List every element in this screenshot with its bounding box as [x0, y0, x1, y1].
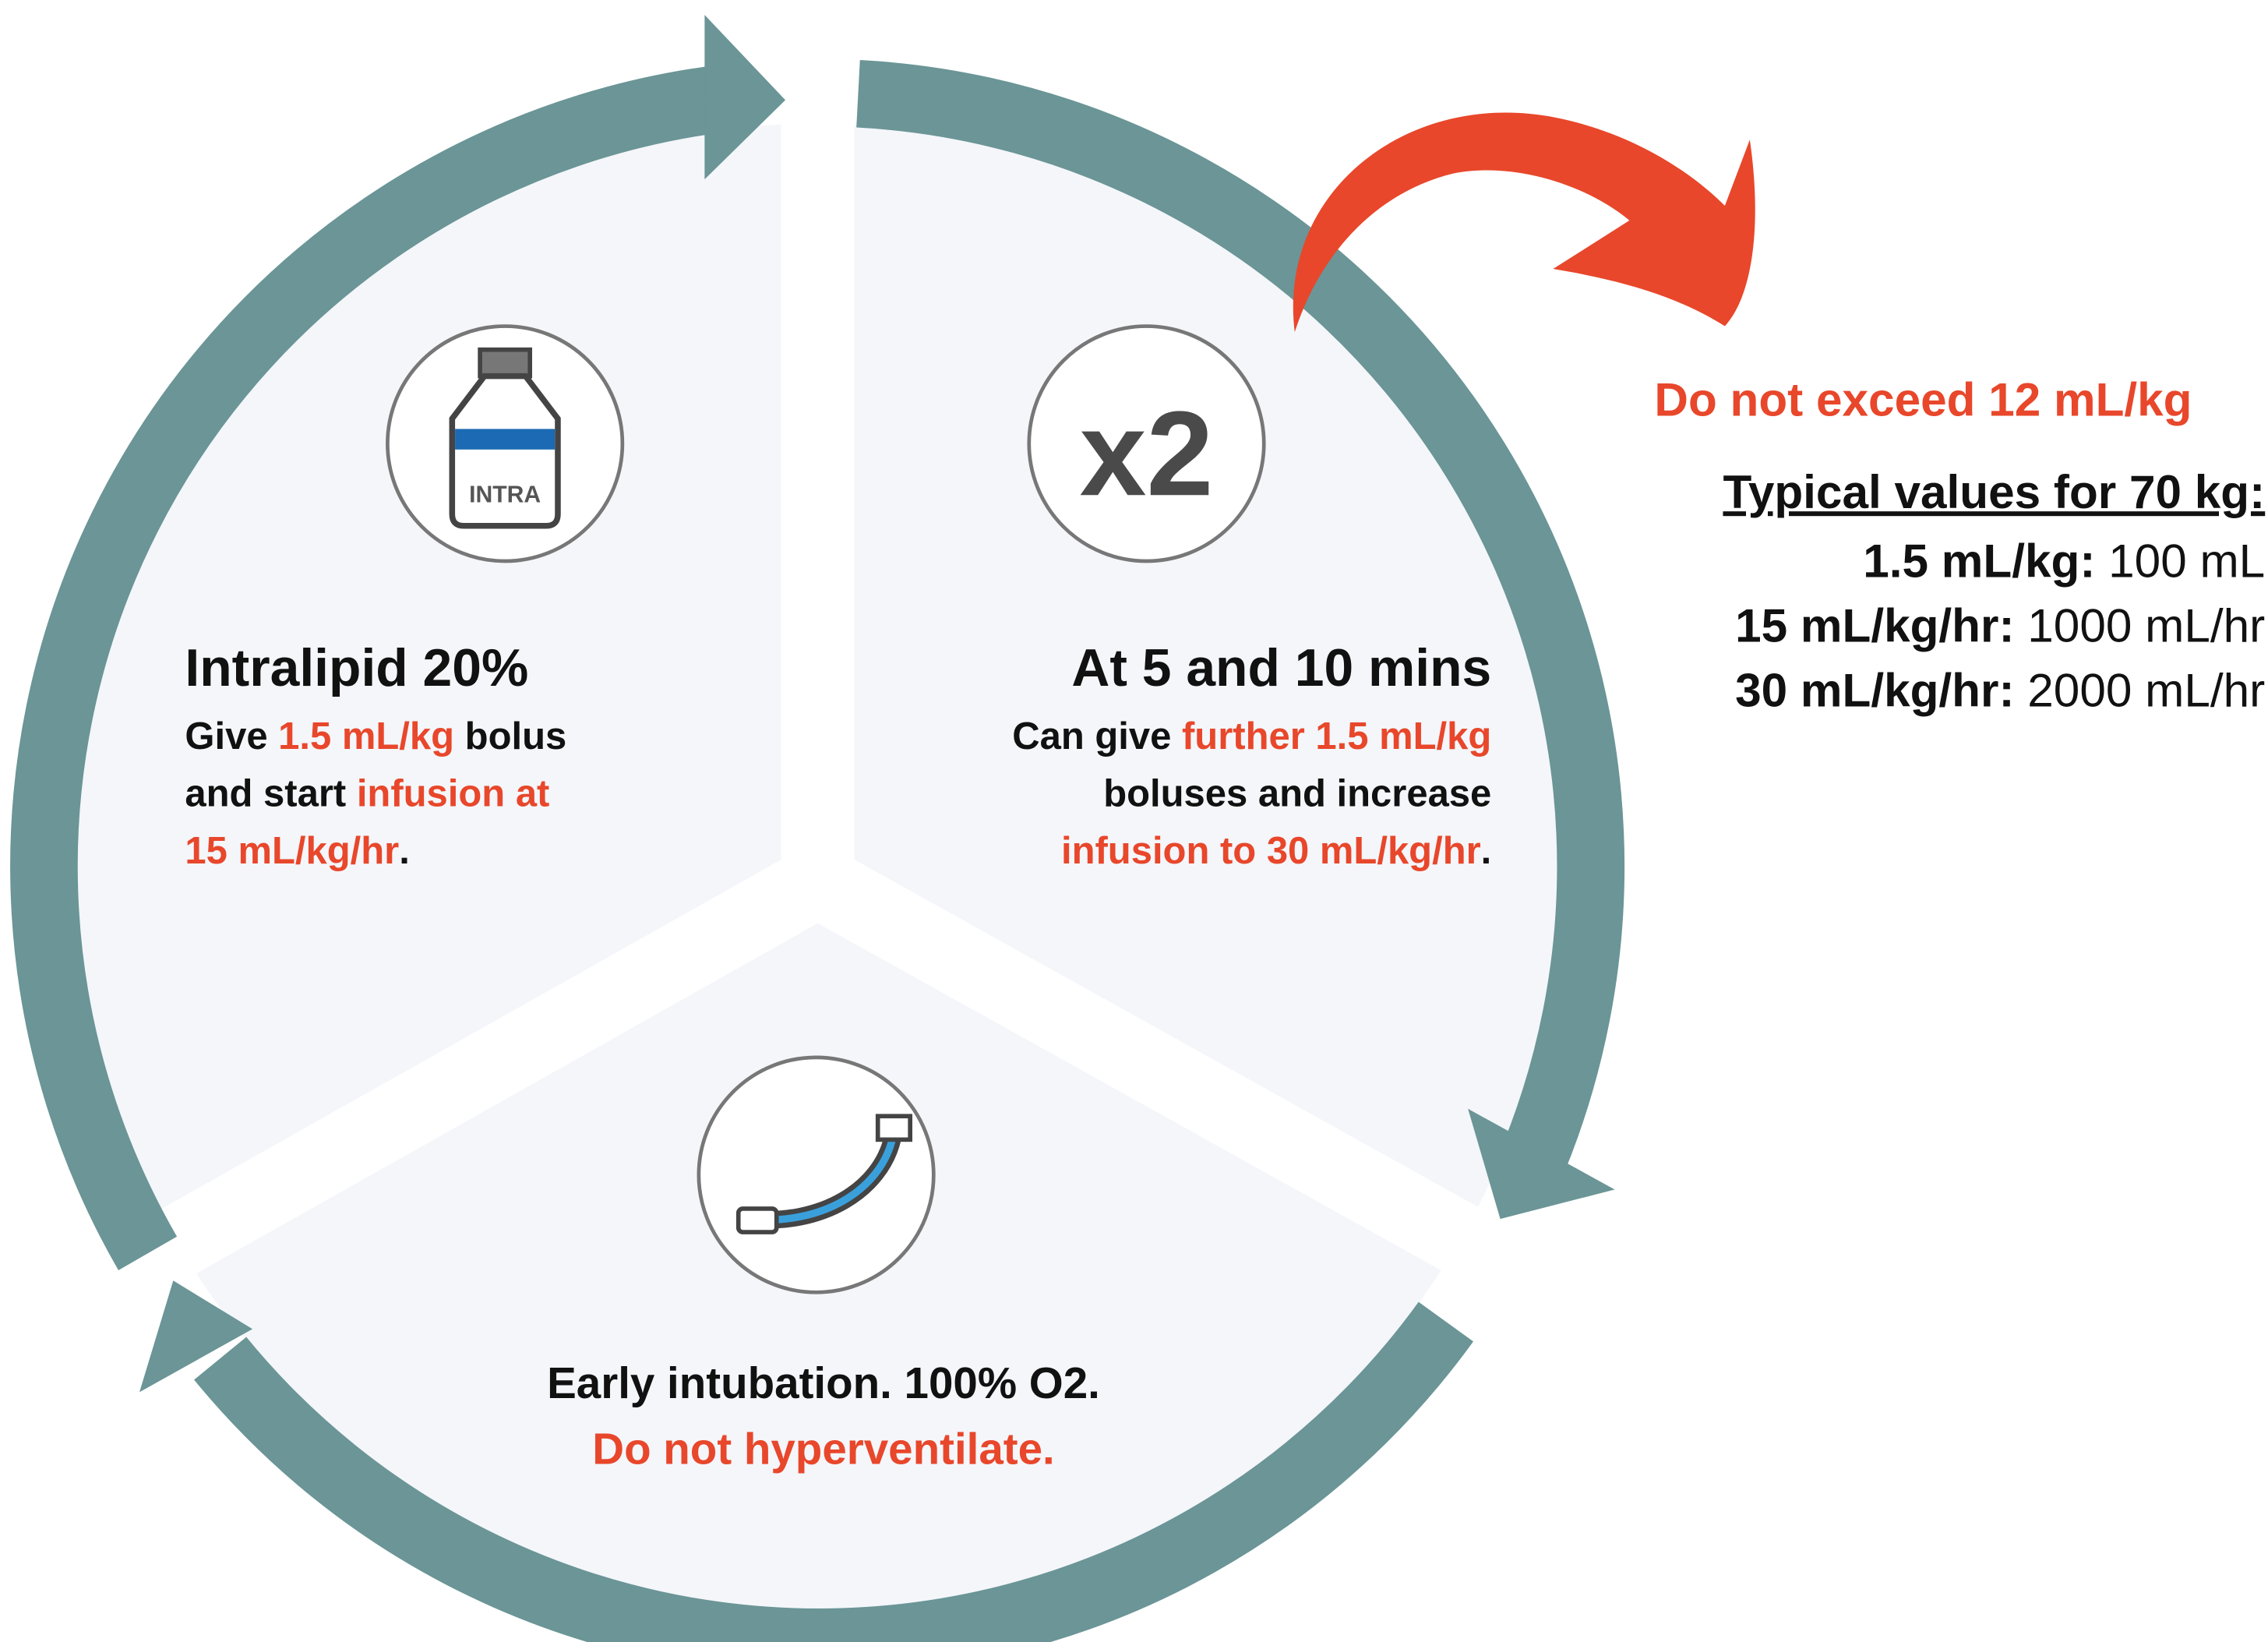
text-part: and start — [185, 773, 356, 815]
bottle-label: INTRA — [469, 482, 541, 508]
text-line: and start infusion at — [185, 773, 549, 815]
text-part: . — [399, 830, 410, 872]
segment-gaps — [69, 29, 1575, 1325]
text-line: boluses and increase — [1103, 773, 1491, 815]
typical-row: 30 mL/kg/hr: 2000 mL/hr — [1735, 664, 2265, 717]
segment-title: At 5 and 10 mins — [1071, 639, 1491, 697]
row-value: 1000 mL/hr — [2027, 599, 2265, 652]
red-arrow — [1293, 112, 1755, 333]
text-part: 1.5 mL/kg — [278, 715, 454, 757]
arrowhead — [1468, 1108, 1615, 1220]
text-part: Do not hyperventilate. — [592, 1425, 1055, 1474]
row-value: 2000 mL/hr — [2027, 664, 2265, 717]
text-part: boluses and increase — [1103, 773, 1491, 815]
text-part: Can give — [1012, 715, 1182, 757]
text-part: Early intubation. 100% O2. — [547, 1358, 1100, 1407]
text-line: infusion to 30 mL/kg/hr. — [1061, 830, 1491, 872]
text-part: further 1.5 mL/kg — [1182, 715, 1491, 757]
repeat-label: x2 — [1080, 386, 1214, 521]
bottle-cap — [478, 347, 533, 379]
arrowhead — [704, 15, 786, 180]
text-line: Early intubation. 100% O2. — [547, 1358, 1100, 1407]
icon-circle — [697, 1055, 936, 1294]
tube-cuff — [735, 1206, 779, 1234]
segment-title: Intralipid 20% — [185, 639, 528, 697]
ring-arrowheads — [139, 15, 1615, 1393]
text-part: 15 mL/kg/hr — [185, 830, 399, 872]
text-part: . — [1481, 830, 1492, 872]
icon-circle — [1027, 324, 1266, 563]
bottle-body — [449, 373, 561, 529]
gap — [69, 849, 836, 1325]
row-label: 1.5 mL/kg: — [1863, 535, 2095, 588]
text-part: infusion at — [357, 773, 550, 815]
icon-x2: x2 — [1027, 324, 1266, 563]
row-label: 30 mL/kg/hr: — [1735, 664, 2014, 717]
text-line: 15 mL/kg/hr. — [185, 830, 409, 872]
texts: Intralipid 20% Give 1.5 mL/kg bolus and st… — [185, 373, 2265, 1473]
bottle-band — [455, 429, 556, 450]
typical-row: 15 mL/kg/hr: 1000 mL/hr — [1735, 599, 2265, 652]
typical-heading: Typical values for 70 kg: — [1723, 465, 2265, 518]
warning: Do not exceed 12 mL/kg — [1654, 373, 2192, 426]
row-gap — [2015, 664, 2028, 717]
row-label: 15 mL/kg/hr: — [1735, 599, 2014, 652]
gap — [799, 849, 1575, 1325]
text-line: Give 1.5 mL/kg bolus — [185, 715, 566, 757]
text-part: bolus — [454, 715, 566, 757]
ring-arc — [856, 60, 1625, 1188]
row-gap — [2095, 535, 2108, 588]
icon-bottle: INTRA — [386, 324, 625, 563]
ring-arc — [10, 63, 738, 1271]
text-part: infusion to 30 mL/kg/hr — [1061, 830, 1481, 872]
row-value: 100 mL — [2108, 535, 2265, 588]
tube-connector — [875, 1114, 912, 1142]
icon-tube — [697, 1055, 936, 1294]
text-line: Can give further 1.5 mL/kg — [1012, 715, 1491, 757]
text-line: Do not hyperventilate. — [592, 1425, 1055, 1474]
arrowhead — [139, 1280, 253, 1393]
text-part: Give — [185, 715, 278, 757]
row-gap — [2015, 599, 2028, 652]
typical-row: 1.5 mL/kg: 100 mL — [1863, 535, 2265, 588]
